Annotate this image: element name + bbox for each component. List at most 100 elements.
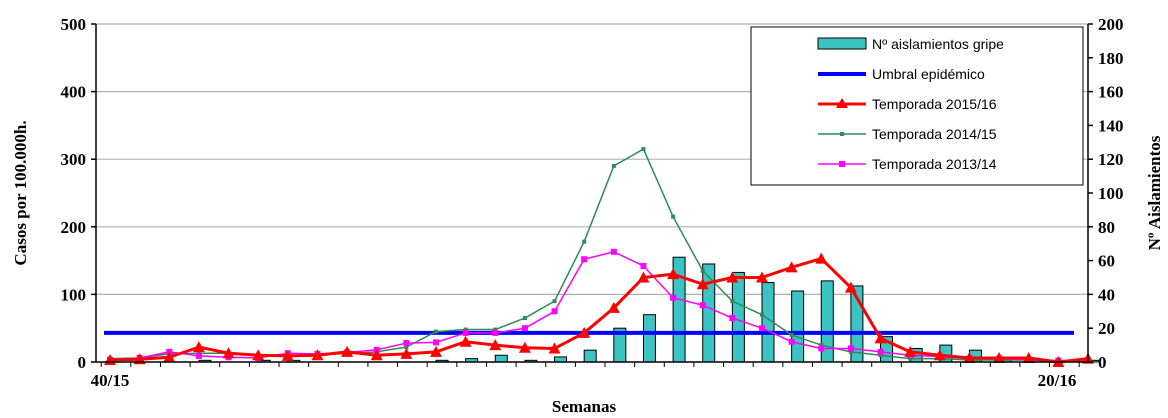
- point-2013-14: [670, 294, 677, 301]
- point-2013-14: [699, 302, 706, 309]
- point-2015-16: [756, 271, 768, 283]
- legend-label-2014-15: Temporada 2014/15: [872, 126, 997, 142]
- point-2013-14: [195, 352, 202, 359]
- point-2015-16: [341, 345, 354, 357]
- bar-aislamientos: [583, 349, 597, 363]
- point-2014-15: [908, 356, 913, 361]
- point-2014-15: [819, 343, 824, 348]
- x-last-label: 20/16: [1038, 371, 1077, 390]
- point-2015-16: [252, 349, 265, 361]
- point-2013-14: [759, 325, 765, 332]
- point-2014-15: [760, 312, 764, 317]
- point-2015-16: [459, 335, 472, 347]
- point-2015-16: [370, 349, 383, 361]
- point-2015-16: [578, 326, 591, 338]
- y-left-tick-label: 200: [61, 218, 87, 237]
- legend-swatch-bars: [817, 37, 867, 50]
- point-2014-15: [671, 214, 676, 219]
- point-2014-15: [878, 353, 883, 358]
- legend-label-threshold: Umbral epidémico: [872, 66, 985, 82]
- line-series: [104, 147, 1094, 367]
- point-2015-16: [815, 252, 828, 264]
- point-2015-16: [904, 345, 917, 357]
- point-2014-15: [730, 299, 735, 304]
- point-2015-16: [518, 341, 531, 353]
- legend-label-bars: Nº aislamientos gripe: [872, 36, 1004, 52]
- y-left-tick-label: 400: [61, 83, 87, 102]
- point-2015-16: [1022, 351, 1035, 363]
- point-2013-14: [877, 348, 884, 355]
- point-2015-16: [607, 301, 620, 313]
- point-2015-16: [963, 351, 976, 363]
- point-2013-14: [847, 345, 854, 352]
- point-2015-16: [192, 341, 205, 353]
- point-2014-15: [582, 239, 587, 244]
- legend-marker-2013-14: [839, 161, 845, 167]
- legend-marker-2014-15: [840, 132, 844, 136]
- point-2015-16: [222, 347, 235, 359]
- point-2015-16: [696, 278, 709, 290]
- y-right-tick-label: 180: [1098, 49, 1124, 68]
- legend-label-2013-14: Temporada 2013/14: [872, 156, 997, 172]
- point-2013-14: [581, 256, 588, 263]
- y-right-tick-label: 80: [1098, 218, 1115, 237]
- point-2015-16: [993, 351, 1006, 363]
- legend: Nº aislamientos gripe Umbral epidémico T…: [750, 26, 1084, 186]
- point-2014-15: [641, 147, 646, 152]
- point-2015-16: [874, 332, 887, 344]
- point-2014-15: [434, 329, 438, 334]
- point-2013-14: [521, 325, 528, 332]
- point-2013-14: [788, 338, 795, 345]
- y-axis-right-title: Nº Aislamientos: [1145, 135, 1164, 250]
- point-2015-16: [667, 268, 680, 280]
- x-axis-title: Semanas: [552, 397, 617, 416]
- point-2015-16: [281, 349, 294, 361]
- y-right-tick-label: 200: [1098, 15, 1124, 34]
- bar-aislamientos: [554, 356, 568, 363]
- point-2013-14: [492, 329, 499, 336]
- point-2015-16: [785, 261, 798, 273]
- y-right-tick-label: 160: [1098, 83, 1124, 102]
- point-2013-14: [818, 345, 825, 352]
- y-right-tick-label: 0: [1098, 353, 1107, 372]
- line-2015-16: [109, 257, 1089, 364]
- point-2013-14: [551, 308, 558, 315]
- legend-marker-2015-16: [836, 98, 848, 108]
- point-2015-16: [548, 342, 561, 354]
- legend-label-2015-16: Temporada 2015/16: [872, 96, 997, 112]
- point-2015-16: [163, 351, 176, 363]
- point-2014-15: [552, 299, 557, 304]
- x-first-label: 40/15: [91, 371, 130, 390]
- point-2014-15: [700, 268, 705, 273]
- legend-box: [750, 26, 1084, 186]
- point-2013-14: [729, 315, 736, 322]
- point-2015-16: [726, 271, 739, 283]
- point-2013-14: [462, 329, 469, 336]
- y-right-tick-label: 140: [1098, 116, 1124, 135]
- point-2013-14: [403, 340, 410, 347]
- point-2014-15: [522, 316, 527, 321]
- point-2014-15: [611, 163, 616, 168]
- point-2014-15: [789, 332, 794, 337]
- point-2015-16: [844, 281, 857, 293]
- point-2013-14: [433, 339, 439, 346]
- y-right-tick-label: 100: [1098, 184, 1124, 203]
- bar-aislamientos: [494, 354, 508, 363]
- tick-labels: 0 100 200 300 400 500 0 20 40 60 80 100 120 140 160 180…: [61, 15, 1124, 372]
- point-2015-16: [637, 271, 650, 283]
- y-right-tick-label: 20: [1098, 319, 1115, 338]
- point-2013-14: [610, 248, 617, 255]
- point-2014-15: [848, 349, 853, 354]
- y-right-tick-label: 120: [1098, 150, 1124, 169]
- point-2013-14: [640, 263, 647, 270]
- point-2015-16: [489, 339, 502, 351]
- y-axis-left-title: Casos por 100.000h.: [11, 120, 30, 265]
- y-right-tick-label: 60: [1098, 252, 1115, 271]
- point-2014-15: [404, 345, 409, 350]
- y-left-tick-label: 0: [78, 353, 87, 372]
- y-left-tick-label: 500: [61, 15, 87, 34]
- point-2015-16: [400, 347, 413, 359]
- point-2015-16: [933, 349, 946, 361]
- point-2015-16: [311, 349, 324, 361]
